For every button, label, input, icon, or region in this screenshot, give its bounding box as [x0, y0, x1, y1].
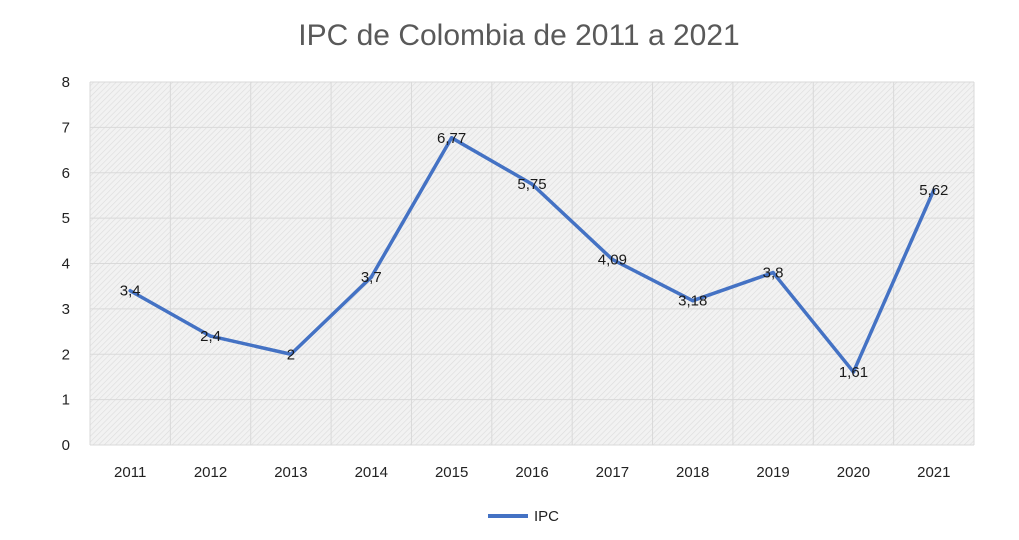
y-tick-label: 2 — [62, 346, 70, 363]
series-line-segment — [530, 182, 615, 262]
x-tick-label: 2015 — [435, 464, 468, 481]
data-label: 3,18 — [678, 293, 707, 310]
y-tick-label: 0 — [62, 437, 70, 454]
data-label: 5,75 — [517, 176, 546, 193]
series-line-segment — [208, 334, 293, 356]
data-label: 5,62 — [919, 182, 948, 199]
data-label: 4,09 — [598, 251, 627, 268]
x-tick-label: 2017 — [596, 464, 629, 481]
series-line-segment — [289, 275, 374, 356]
x-tick-label: 2012 — [194, 464, 227, 481]
data-label: 3,8 — [763, 265, 784, 282]
series-line-segment — [369, 136, 454, 279]
y-tick-label: 8 — [62, 74, 70, 91]
x-tick-label: 2020 — [837, 464, 870, 481]
y-tick-label: 5 — [62, 210, 70, 227]
x-tick-label: 2014 — [355, 464, 388, 481]
x-tick-label: 2011 — [114, 464, 146, 481]
series-lines — [128, 136, 936, 374]
legend-label-ipc: IPC — [534, 508, 559, 525]
series-line-segment — [449, 136, 534, 186]
series-line-segment — [851, 188, 936, 374]
x-tick-label: 2016 — [515, 464, 548, 481]
y-tick-label: 4 — [62, 256, 70, 273]
y-tick-label: 3 — [62, 301, 70, 318]
x-tick-label: 2021 — [917, 464, 950, 481]
y-tick-label: 1 — [62, 392, 70, 409]
data-label: 3,7 — [361, 269, 382, 286]
series-line-segment — [690, 270, 775, 303]
y-tick-label: 7 — [62, 119, 70, 136]
data-labels: 3,4 2,4 2 3,7 6,77 5,75 4,09 3,18 3,8 1,61 5,62 — [120, 130, 949, 381]
x-tick-label: 2013 — [274, 464, 307, 481]
legend: IPC — [488, 508, 559, 525]
gridlines — [89, 81, 975, 446]
x-tick-label: 2018 — [676, 464, 709, 481]
y-axis-ticks: 0 1 2 3 4 5 6 7 8 — [62, 74, 70, 454]
x-tick-label: 2019 — [756, 464, 789, 481]
chart-title: IPC de Colombia de 2011 a 2021 — [298, 19, 739, 52]
data-label: 6,77 — [437, 130, 466, 147]
data-label: 3,4 — [120, 283, 141, 300]
series-line-segment — [771, 270, 856, 374]
series-line-segment — [128, 288, 213, 338]
series-line-segment — [610, 257, 695, 303]
data-label: 2,4 — [200, 328, 221, 345]
y-tick-label: 6 — [62, 165, 70, 182]
x-axis-ticks: 2011 2012 2013 2014 2015 2016 2017 2018 2019 2020… — [114, 464, 950, 481]
data-label: 2 — [287, 346, 295, 363]
data-label: 1,61 — [839, 364, 868, 381]
